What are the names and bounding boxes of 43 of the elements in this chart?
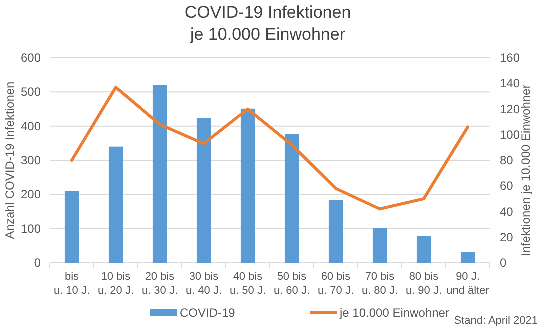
bar (460, 252, 476, 263)
y-tick-label: 300 (20, 154, 42, 168)
text: Stand: April 2021 (454, 315, 538, 327)
x-tick-label: 20 bis u. 30 J. (142, 271, 178, 297)
y-tick-label: 400 (20, 119, 42, 134)
bar (108, 146, 124, 263)
legend-label: je 10.000 Einwohner (339, 306, 450, 320)
y2-tick-label: 60 (500, 179, 514, 194)
x-tick-label: bis u. 10 J. (54, 271, 90, 297)
y2-tick-label: 160 (500, 51, 520, 65)
y-axis-title: Anzahl COVID-19 Infektionen (3, 82, 17, 240)
y-tick-label: 200 (20, 188, 42, 202)
y2-tick-label: 20 (500, 230, 514, 244)
y-tick-label: 0 (34, 256, 42, 270)
chart-title: COVID-19 Infektionen je 10.000 Einwohner (184, 3, 352, 44)
x-tick-label: 10 bis u. 20 J. (98, 271, 134, 297)
bar (284, 134, 300, 263)
y2-tick-label: 100 (500, 128, 520, 142)
x-tick-label: 90 J. und älter (446, 271, 490, 297)
bar (328, 200, 344, 263)
y2-tick-label: 0 (500, 256, 507, 270)
bar (152, 84, 168, 263)
y2-tick-label: 120 (500, 102, 520, 116)
y-tick-label: 100 (20, 222, 42, 236)
bar (196, 118, 212, 263)
x-tick-label: 70 bis u. 80 J. (362, 271, 398, 297)
y2-tick-label: 80 (500, 154, 514, 168)
bar (416, 236, 432, 263)
x-tick-label: 80 bis u. 90 J. (406, 271, 442, 297)
legend-label: COVID-19 (180, 306, 236, 320)
y2-tick-label: 140 (500, 76, 520, 91)
x-tick-label: 40 bis u. 50 J. (230, 271, 266, 297)
y2-tick-label: 40 (500, 204, 514, 219)
bar (240, 108, 256, 263)
y-tick-label: 500 (20, 85, 42, 100)
x-tick-label: 50 bis u. 60 J. (274, 271, 310, 297)
y2-axis-title: Infektionen je 10.000 Einwohner (519, 84, 533, 256)
y-tick-label: 600 (20, 51, 42, 65)
line-series (70, 86, 470, 211)
x-tick-label: 30 bis u. 40 J. (186, 271, 222, 297)
bar (64, 191, 80, 263)
bar (372, 228, 388, 263)
x-tick-label: 60 bis u. 70 J. (318, 271, 354, 297)
